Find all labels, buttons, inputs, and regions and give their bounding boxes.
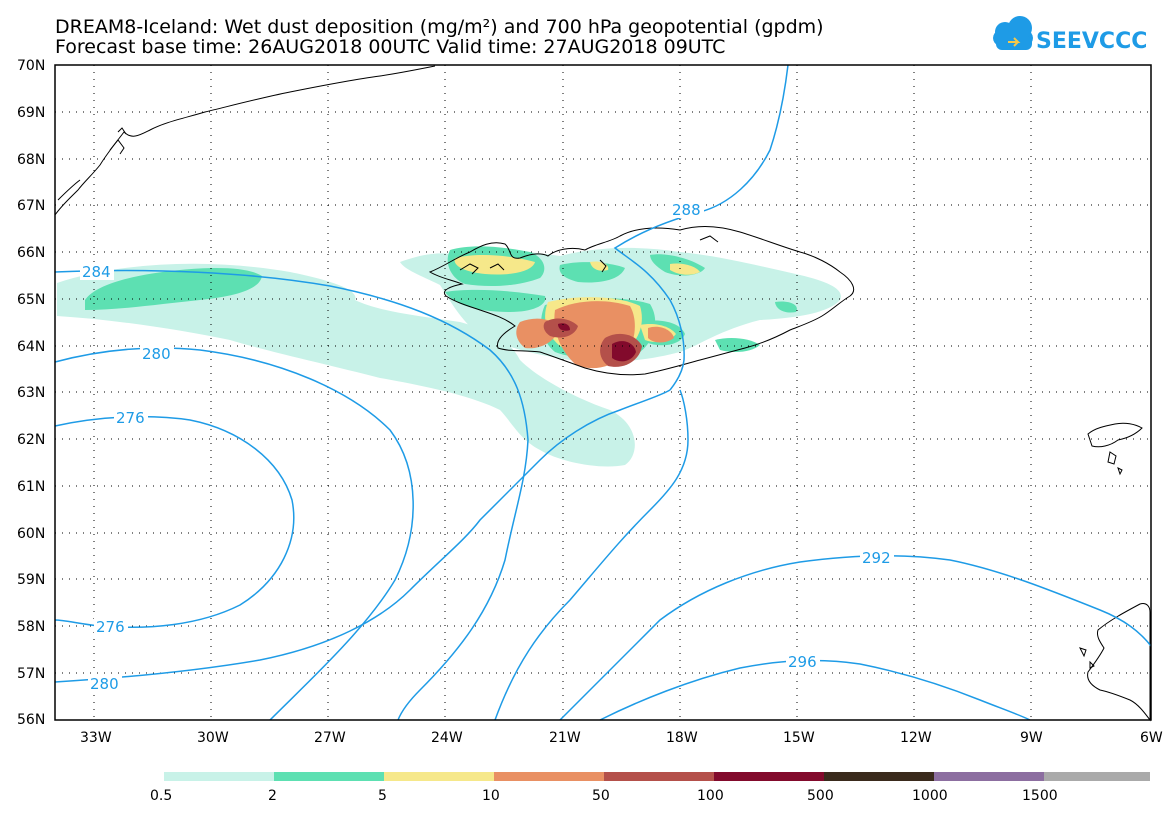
svg-text:SEEVCCC: SEEVCCC [1036, 29, 1147, 54]
svg-text:292: 292 [862, 549, 891, 567]
svg-text:12W: 12W [900, 730, 932, 746]
svg-text:18W: 18W [666, 730, 698, 746]
title-line-2: Forecast base time: 26AUG2018 00UTC Vali… [55, 36, 725, 58]
colorbar-bin-3 [494, 772, 604, 781]
svg-text:10: 10 [482, 788, 500, 804]
svg-text:24W: 24W [431, 730, 463, 746]
svg-text:33W: 33W [80, 730, 112, 746]
colorbar-bin-4 [604, 772, 714, 781]
cloud-icon [993, 16, 1033, 50]
svg-text:60N: 60N [17, 526, 45, 542]
svg-text:61N: 61N [17, 479, 45, 495]
svg-text:280: 280 [142, 345, 171, 363]
graticule [55, 65, 1151, 720]
svg-text:56N: 56N [17, 712, 45, 728]
svg-text:70N: 70N [17, 58, 45, 74]
svg-text:296: 296 [788, 653, 817, 671]
svg-text:1000: 1000 [912, 788, 948, 804]
svg-text:63N: 63N [17, 385, 45, 401]
svg-text:288: 288 [672, 201, 701, 219]
dust-shading [57, 246, 841, 467]
svg-text:6W: 6W [1140, 730, 1163, 746]
svg-text:276: 276 [116, 409, 145, 427]
svg-text:62N: 62N [17, 432, 45, 448]
latitude-labels: 70N 69N 68N 67N 66N 65N 64N 63N 62N 61N … [17, 58, 45, 728]
svg-text:65N: 65N [17, 292, 45, 308]
svg-text:66N: 66N [17, 245, 45, 261]
svg-text:500: 500 [807, 788, 834, 804]
svg-text:0.5: 0.5 [150, 788, 172, 804]
contour-labels: 284 280 276 276 280 288 292 296 [80, 200, 894, 693]
colorbar-bin-6 [824, 772, 934, 781]
colorbar-bin-5 [714, 772, 824, 781]
svg-text:68N: 68N [17, 152, 45, 168]
colorbar-bin-1 [274, 772, 384, 781]
svg-text:2: 2 [268, 788, 277, 804]
svg-text:100: 100 [697, 788, 724, 804]
colorbar-bin-8 [1044, 772, 1150, 781]
colorbar: 0.5 2 5 10 50 100 500 1000 1500 [150, 772, 1150, 804]
svg-text:57N: 57N [17, 666, 45, 682]
colorbar-bin-0 [164, 772, 274, 781]
svg-text:5: 5 [378, 788, 387, 804]
colorbar-bin-7 [934, 772, 1044, 781]
svg-text:280: 280 [90, 675, 119, 693]
geopotential-contours [54, 64, 1152, 721]
svg-text:9W: 9W [1020, 730, 1043, 746]
svg-text:30W: 30W [197, 730, 229, 746]
svg-text:27W: 27W [314, 730, 346, 746]
svg-text:69N: 69N [17, 105, 45, 121]
svg-text:15W: 15W [783, 730, 815, 746]
longitude-labels: 33W 30W 27W 24W 21W 18W 15W 12W 9W 6W [80, 730, 1163, 746]
svg-text:276: 276 [96, 618, 125, 636]
svg-text:67N: 67N [17, 198, 45, 214]
svg-text:1500: 1500 [1022, 788, 1058, 804]
svg-text:59N: 59N [17, 572, 45, 588]
svg-text:64N: 64N [17, 339, 45, 355]
svg-text:21W: 21W [549, 730, 581, 746]
seevccc-logo: SEEVCCC [993, 16, 1147, 54]
map-area: 284 280 276 276 280 288 292 296 [54, 64, 1152, 722]
coastlines [54, 65, 1151, 722]
svg-text:50: 50 [592, 788, 610, 804]
title-line-1: DREAM8-Iceland: Wet dust deposition (mg/… [55, 16, 824, 38]
svg-text:58N: 58N [17, 619, 45, 635]
colorbar-bin-2 [384, 772, 494, 781]
svg-text:284: 284 [82, 263, 111, 281]
